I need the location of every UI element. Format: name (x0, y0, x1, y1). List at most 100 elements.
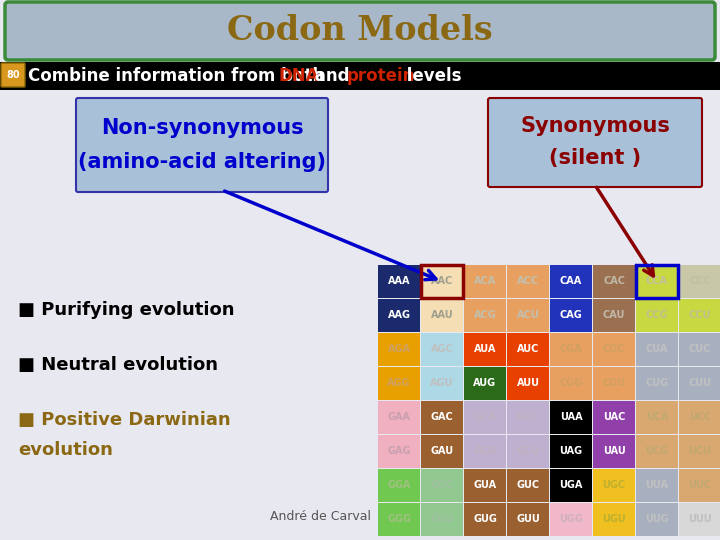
FancyBboxPatch shape (488, 98, 702, 187)
Bar (507, 367, 549, 400)
Text: AUG: AUG (474, 379, 497, 388)
Bar (636, 265, 678, 298)
Text: CUC: CUC (689, 345, 711, 354)
Bar (421, 435, 463, 468)
Text: AAA: AAA (388, 276, 410, 287)
Bar (679, 435, 720, 468)
Text: UUA: UUA (646, 481, 668, 490)
Bar (421, 333, 463, 366)
Bar (593, 367, 635, 400)
Text: CAU: CAU (603, 310, 625, 321)
Bar (636, 265, 678, 298)
Text: AGC: AGC (431, 345, 454, 354)
Text: evolution: evolution (18, 441, 113, 459)
Text: UCU: UCU (688, 447, 711, 456)
Text: GAG: GAG (387, 447, 410, 456)
Text: (amino-acid altering): (amino-acid altering) (78, 152, 326, 172)
Text: GUU: GUU (516, 515, 540, 524)
Bar (550, 435, 592, 468)
Bar (636, 299, 678, 332)
Bar (464, 333, 506, 366)
Bar (507, 299, 549, 332)
Bar (421, 469, 463, 502)
Text: CCU: CCU (689, 310, 711, 321)
Text: GAA: GAA (387, 413, 410, 422)
Text: AGA: AGA (387, 345, 410, 354)
Text: ACA: ACA (474, 276, 496, 287)
Bar (507, 333, 549, 366)
Text: GAC: GAC (431, 413, 454, 422)
Text: GCG: GCG (473, 447, 497, 456)
Text: UGC: UGC (603, 481, 626, 490)
Bar (636, 503, 678, 536)
Bar (679, 265, 720, 298)
Bar (636, 469, 678, 502)
Text: AGU: AGU (431, 379, 454, 388)
Bar (464, 401, 506, 434)
Bar (421, 503, 463, 536)
Bar (464, 503, 506, 536)
Text: UCC: UCC (689, 413, 711, 422)
Bar (550, 265, 592, 298)
Text: CGA: CGA (559, 345, 582, 354)
Text: ACG: ACG (474, 310, 496, 321)
Text: André de Carval: André de Carval (270, 510, 371, 523)
Bar (507, 435, 549, 468)
Bar (636, 333, 678, 366)
Bar (507, 265, 549, 298)
Text: CCC: CCC (689, 276, 711, 287)
Bar (378, 469, 420, 502)
Text: CGU: CGU (603, 379, 626, 388)
Bar (464, 435, 506, 468)
Text: levels: levels (401, 67, 462, 85)
Bar (421, 299, 463, 332)
Text: CUG: CUG (645, 379, 669, 388)
Text: UAG: UAG (559, 447, 582, 456)
Bar (679, 401, 720, 434)
Bar (464, 367, 506, 400)
Bar (464, 469, 506, 502)
Text: UGU: UGU (602, 515, 626, 524)
Text: UAA: UAA (559, 413, 582, 422)
Bar (679, 333, 720, 366)
Text: GCC: GCC (517, 413, 539, 422)
Bar (593, 469, 635, 502)
FancyBboxPatch shape (76, 98, 328, 192)
Bar (636, 367, 678, 400)
Bar (550, 299, 592, 332)
Bar (464, 265, 506, 298)
Text: CUU: CUU (688, 379, 711, 388)
Bar (679, 503, 720, 536)
Bar (679, 469, 720, 502)
Bar (378, 333, 420, 366)
Bar (507, 503, 549, 536)
Text: UUU: UUU (688, 515, 712, 524)
Text: GUG: GUG (473, 515, 497, 524)
Text: (silent ): (silent ) (549, 148, 641, 168)
Bar (679, 299, 720, 332)
Bar (593, 299, 635, 332)
Text: CAA: CAA (560, 276, 582, 287)
Bar (421, 367, 463, 400)
Text: CUA: CUA (646, 345, 668, 354)
Text: Combine information from both: Combine information from both (28, 67, 330, 85)
Bar (421, 401, 463, 434)
Bar (593, 435, 635, 468)
Bar (593, 265, 635, 298)
Text: AGG: AGG (387, 379, 410, 388)
Text: Codon Models: Codon Models (228, 15, 492, 48)
Text: UCA: UCA (646, 413, 668, 422)
Text: UGA: UGA (559, 481, 582, 490)
Bar (636, 435, 678, 468)
Text: GGU: GGU (430, 515, 454, 524)
Text: UCG: UCG (645, 447, 669, 456)
Bar (593, 333, 635, 366)
Bar (507, 401, 549, 434)
Text: CAC: CAC (603, 276, 625, 287)
Text: AUU: AUU (516, 379, 539, 388)
Text: AUA: AUA (474, 345, 496, 354)
Bar (378, 299, 420, 332)
Bar (550, 401, 592, 434)
Text: ■ Neutral evolution: ■ Neutral evolution (18, 356, 218, 374)
Text: GGG: GGG (387, 515, 411, 524)
